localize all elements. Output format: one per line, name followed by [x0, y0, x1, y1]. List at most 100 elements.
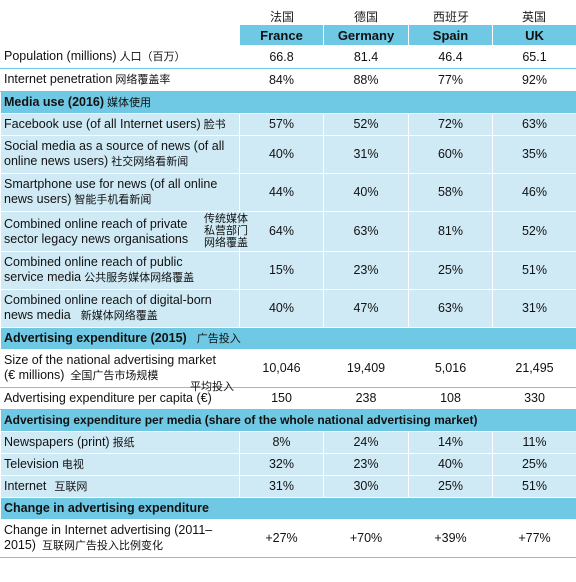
row-label-zh: 公共服务媒体网络覆盖 — [84, 272, 195, 284]
row-label-zh: 脸书 — [203, 118, 226, 131]
chinese-header-germany: 德国 — [353, 10, 378, 24]
row-label: Advertising expenditure per capita (€) 平均… — [0, 381, 240, 410]
row-label-zh: 传统媒体 私营部门 网络覆盖 — [204, 213, 264, 249]
row-label-zh-line2: 私营部门 — [204, 224, 248, 237]
row-label: Newspapers (print) 报纸 — [0, 431, 240, 454]
row-label-zh: 互联网广告投入比例变化 — [41, 540, 163, 552]
cell-value: 25% — [492, 453, 576, 476]
row-label-en-line2: 2015) — [4, 538, 36, 552]
row-label-en: Population (millions) — [4, 49, 117, 63]
row-label-en: Advertising expenditure per capita (€) — [4, 391, 212, 405]
column-header-germany: Germany — [323, 24, 409, 46]
cell-value: 52% — [492, 211, 576, 252]
cell-value: 72% — [408, 113, 493, 136]
cell-value: 238 — [323, 387, 409, 410]
cell-value: 44% — [239, 173, 324, 212]
section-header-media-use: Media use (2016) 媒体使用 — [0, 91, 576, 114]
cell-value: 66.8 — [239, 45, 324, 69]
cell-value: 21,495 — [492, 349, 576, 388]
cell-value: 11% — [492, 431, 576, 454]
cell-value: 51% — [492, 475, 576, 498]
cell-value: 31% — [239, 475, 324, 498]
cell-value: 150 — [239, 387, 324, 410]
row-label: Population (millions) 人口（百万） — [0, 45, 240, 69]
table-row-public-service-reach: Combined online reach of public service m… — [0, 251, 576, 290]
row-label: Change in Internet advertising (2011– 201… — [0, 519, 240, 558]
row-label-zh: 平均投入 — [190, 381, 234, 393]
row-label: Smartphone use for news (of all online ne… — [0, 173, 240, 212]
cell-value: 8% — [239, 431, 324, 454]
chinese-header-spain: 西班牙 — [432, 10, 469, 24]
cell-value: +77% — [492, 519, 576, 558]
row-label: Size of the national advertising market(… — [0, 349, 240, 388]
cell-value: 46% — [492, 173, 576, 212]
section-title: Advertising expenditure per media (share… — [0, 409, 576, 432]
table-row-private-legacy-reach: Combined online reach of private sector l… — [0, 211, 576, 252]
cell-value: 15% — [239, 251, 324, 290]
table-row-digital-born-reach: Combined online reach of digital-born new… — [0, 289, 576, 328]
row-label-zh: 网络覆盖率 — [115, 74, 171, 86]
cell-value: 25% — [408, 251, 493, 290]
cell-value: 58% — [408, 173, 493, 212]
cell-value: 40% — [323, 173, 409, 212]
row-label-en-line2: sector legacy news organisations — [4, 231, 189, 246]
cell-value: 77% — [408, 68, 493, 92]
cell-value: 330 — [492, 387, 576, 410]
table-row-ad-market-size: Size of the national advertising market(… — [0, 349, 576, 388]
row-label-zh: 社交网络看新闻 — [111, 156, 189, 168]
cell-value: 81.4 — [323, 45, 409, 69]
cell-value: 5,016 — [408, 349, 493, 388]
cell-value: 81% — [408, 211, 493, 252]
cell-value: 88% — [323, 68, 409, 92]
row-label-en-line1: Social media as a source of news (of all — [4, 139, 225, 153]
cell-value: 23% — [323, 251, 409, 290]
cell-value: 24% — [323, 431, 409, 454]
row-label-en-line1: Combined online reach of digital-born — [4, 293, 212, 307]
column-header-row: France Germany Spain UK — [0, 24, 576, 46]
chinese-header-france: 法国 — [269, 10, 294, 24]
cell-value: 30% — [323, 475, 409, 498]
table-row-smartphone-news: Smartphone use for news (of all online ne… — [0, 173, 576, 212]
section-title-zh: 媒体使用 — [107, 96, 152, 109]
header-blank-cell — [0, 24, 240, 46]
row-label-en: Internet penetration — [4, 72, 113, 86]
section-title-en: Advertising expenditure (2015) — [4, 330, 187, 345]
cell-value: 63% — [323, 211, 409, 252]
row-label-zh-line1: 传统媒体 — [204, 212, 248, 225]
table-row-internet-penetration: Internet penetration 网络覆盖率 84% 88% 77% 92… — [0, 68, 576, 92]
section-title-en: Media use (2016) — [4, 94, 105, 109]
row-label-zh: 智能手机看新闻 — [74, 194, 152, 206]
column-header-spain: Spain — [408, 24, 493, 46]
row-label-zh: 人口（百万） — [119, 51, 186, 63]
cell-value: 31% — [323, 135, 409, 174]
cell-value: 92% — [492, 68, 576, 92]
row-label: Internet penetration 网络覆盖率 — [0, 68, 240, 92]
row-label: Combined online reach of public service m… — [0, 251, 240, 290]
cell-value: 51% — [492, 251, 576, 290]
country-comparison-table: France Germany Spain UK Population (mill… — [0, 24, 576, 558]
cell-value: 19,409 — [323, 349, 409, 388]
row-label: Social media as a source of news (of all… — [0, 135, 240, 174]
cell-value: 40% — [239, 289, 324, 328]
column-header-uk: UK — [492, 24, 576, 46]
row-label-en-line1: Size of the national advertising market — [4, 353, 216, 367]
row-label-en-line2: (€ millions) — [4, 368, 65, 382]
table-row-internet-ad-change: Change in Internet advertising (2011– 201… — [0, 519, 576, 558]
row-label-en-line1: Smartphone use for news (of all online — [4, 177, 218, 191]
section-title-zh: 广告投入 — [196, 332, 241, 345]
row-label-zh-line3: 网络覆盖 — [204, 236, 248, 249]
cell-value: 25% — [408, 475, 493, 498]
row-label-zh: 全国广告市场规模 — [70, 370, 159, 382]
table-row-population: Population (millions) 人口（百万） 66.8 81.4 46… — [0, 45, 576, 69]
row-label-en-line2: news media — [4, 308, 71, 322]
cell-value: 57% — [239, 113, 324, 136]
cell-value: 31% — [492, 289, 576, 328]
chinese-header-uk: 英国 — [521, 10, 546, 24]
cell-value: 40% — [239, 135, 324, 174]
row-label-zh: 互联网 — [54, 480, 88, 493]
section-title: Change in advertising expenditure — [0, 497, 576, 520]
cell-value: +70% — [323, 519, 409, 558]
cell-value: 108 — [408, 387, 493, 410]
section-title: Advertising expenditure (2015) 广告投入 — [0, 327, 576, 350]
